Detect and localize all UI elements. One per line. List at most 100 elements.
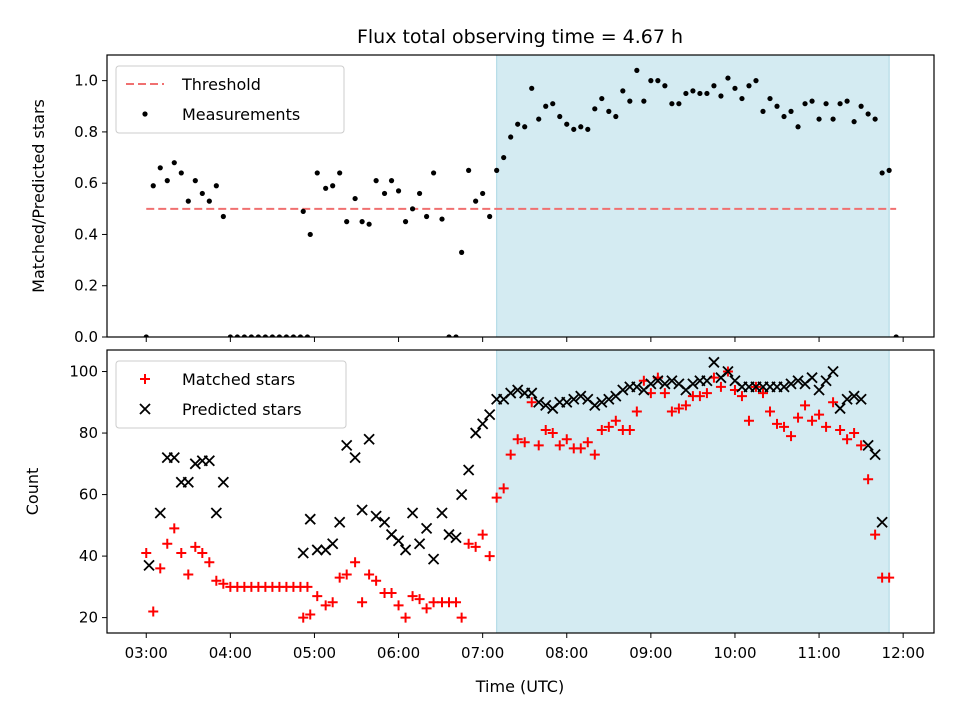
measurement-point	[795, 124, 801, 130]
y-tick-label: 20	[79, 609, 98, 627]
predicted-star-point	[341, 439, 353, 451]
legend-measurement-marker	[142, 111, 148, 117]
measurement-point	[359, 219, 365, 225]
measurement-point	[529, 85, 535, 91]
measurement-point	[446, 334, 452, 337]
measurement-point	[416, 190, 423, 197]
y-tick-label: 60	[79, 486, 98, 504]
measurement-point	[388, 178, 395, 184]
matched-star-point	[470, 541, 481, 552]
predicted-star-point	[876, 516, 888, 528]
measurement-point	[290, 334, 297, 337]
matched-star-point	[371, 575, 382, 586]
measurement-point	[641, 98, 647, 104]
predicted-star-point	[631, 381, 643, 393]
matched-star-point	[141, 548, 152, 559]
predicted-star-point	[484, 408, 496, 421]
measurement-point	[366, 221, 372, 227]
measurement-point	[557, 113, 563, 120]
predicted-star-point	[168, 452, 180, 464]
matched-star-point	[148, 606, 159, 617]
matched-star-point	[757, 388, 768, 399]
matched-star-point	[456, 612, 467, 623]
predicted-star-point	[413, 538, 426, 550]
measurement-point	[171, 160, 177, 166]
predicted-star-point	[477, 418, 489, 430]
measurement-point	[585, 126, 591, 132]
matched-star-point	[793, 412, 804, 423]
predicted-star-point	[378, 516, 391, 528]
predicted-star-point	[792, 375, 804, 387]
x-tick-label: 07:00	[461, 644, 504, 662]
matched-star-point	[807, 415, 818, 426]
measurement-point	[323, 185, 329, 191]
legend-predicted-marker	[139, 403, 151, 415]
predicted-star-point	[334, 516, 346, 528]
matched-star-point	[204, 557, 215, 568]
matched-star-point	[519, 437, 530, 448]
predicted-star-point	[659, 378, 671, 390]
x-tick-label: 06:00	[377, 644, 420, 662]
predicted-star-point	[575, 390, 587, 402]
matched-star-point	[786, 431, 797, 442]
y-tick-label: 0.2	[74, 277, 98, 295]
measurement-point	[879, 170, 885, 176]
matched-star-point	[743, 415, 754, 426]
predicted-star-point	[820, 375, 832, 387]
predicted-star-point	[617, 384, 629, 396]
matched-star-point	[624, 424, 635, 435]
measurement-point	[788, 108, 794, 114]
measurement-point	[634, 67, 640, 73]
matched-star-point	[779, 421, 790, 432]
x-tick-label: 08:00	[545, 644, 588, 662]
matched-star-point	[596, 424, 607, 435]
matched-star-point	[320, 600, 331, 611]
matched-star-point	[421, 603, 432, 614]
predicted-star-point	[778, 381, 790, 393]
predicted-star-point	[297, 547, 309, 559]
predicted-star-point	[203, 455, 215, 467]
measurement-point	[501, 154, 507, 161]
predicted-star-point	[568, 393, 580, 405]
measurement-point	[337, 170, 343, 176]
matched-star-point	[407, 591, 418, 602]
predicted-star-point	[349, 452, 361, 464]
predicted-star-point	[392, 535, 405, 547]
x-tick-label: 03:00	[125, 644, 168, 662]
matched-star-point	[610, 415, 621, 426]
x-tick-label: 05:00	[293, 644, 336, 662]
matched-star-point	[183, 569, 194, 580]
measurement-point	[150, 183, 156, 189]
matched-star-point	[863, 474, 874, 485]
measurement-point	[487, 213, 493, 220]
predicted-star-point	[841, 393, 853, 405]
matched-star-point	[463, 538, 474, 549]
measurement-point	[307, 231, 313, 238]
matched-star-point	[842, 434, 853, 445]
measurement-point	[381, 190, 388, 197]
y-tick-label: 40	[79, 547, 98, 565]
matched-star-point	[484, 551, 495, 562]
measurement-point	[613, 113, 619, 120]
matched-star-point	[218, 578, 229, 589]
measurement-point	[536, 116, 542, 122]
measurement-point	[732, 85, 738, 91]
measurement-point	[809, 98, 815, 104]
matched-star-point	[736, 391, 747, 402]
predicted-star-point	[505, 387, 517, 399]
matched-star-point	[162, 538, 173, 549]
measurement-point	[255, 334, 261, 337]
bottom-panel: 20 40 60 80 100 03:00 04:00 05:00 06:00 07:00 08:0…	[23, 349, 935, 662]
matched-star-point	[666, 406, 677, 417]
matched-star-point	[673, 403, 684, 414]
predicted-star-point	[666, 375, 678, 387]
matched-star-point	[364, 569, 375, 580]
predicted-star-point	[687, 378, 699, 390]
predicted-star-point	[399, 544, 412, 556]
matched-star-point	[533, 440, 544, 451]
measurement-point	[676, 101, 682, 107]
matched-star-point	[870, 529, 881, 540]
predicted-star-point	[311, 544, 323, 556]
legend-box	[115, 65, 345, 134]
matched-star-point	[849, 428, 860, 439]
